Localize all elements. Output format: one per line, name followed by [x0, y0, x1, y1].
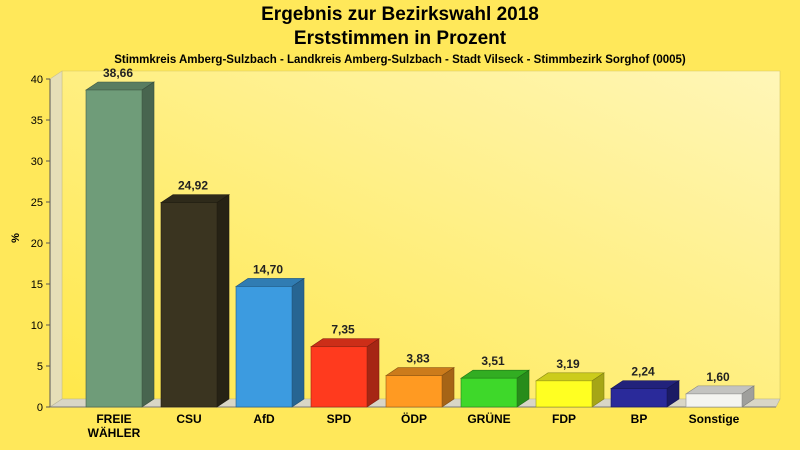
- bar-value-label: 24,92: [178, 179, 208, 193]
- bar-front: [460, 377, 518, 408]
- x-tick-label: Sonstige: [689, 412, 740, 426]
- bar-value-label: 3,51: [481, 354, 505, 368]
- x-tick-label: FREIE: [96, 412, 131, 426]
- bar-front: [535, 380, 593, 408]
- y-tick-label: 35: [31, 115, 43, 127]
- bar-front: [85, 89, 143, 408]
- bar-side: [216, 194, 230, 408]
- bar-side: [366, 338, 380, 408]
- bar-0: [85, 81, 155, 408]
- bar-value-label: 3,83: [406, 352, 430, 366]
- bar-1: [160, 194, 230, 408]
- bar-front: [235, 286, 293, 408]
- x-tick-label: WÄHLER: [88, 425, 141, 440]
- chart-caption: Stimmkreis Amberg-Sulzbach - Landkreis A…: [114, 54, 686, 66]
- bar-value-label: 7,35: [331, 323, 355, 337]
- bar-front: [310, 346, 368, 408]
- x-tick-label: ÖDP: [401, 411, 427, 426]
- y-tick-label: 10: [31, 320, 43, 332]
- bar-value-label: 3,19: [556, 357, 580, 371]
- bar-value-label: 14,70: [253, 262, 283, 276]
- bar-2: [235, 277, 305, 408]
- bar-5: [460, 369, 530, 408]
- y-tick-label: 30: [31, 156, 43, 168]
- bar-4: [385, 367, 455, 408]
- y-tick-label: 15: [31, 279, 43, 291]
- bar-side: [141, 81, 155, 408]
- chart-subtitle: Erststimmen in Prozent: [293, 28, 507, 49]
- bar-value-label: 1,60: [706, 370, 730, 384]
- x-tick-label: FDP: [552, 412, 576, 426]
- y-tick-label: 40: [31, 74, 43, 86]
- bar-front: [385, 375, 443, 408]
- x-tick-label: CSU: [176, 412, 201, 426]
- bar-front: [685, 393, 743, 408]
- bar-8: [685, 385, 755, 408]
- x-tick-label: AfD: [253, 412, 275, 426]
- bar-value-label: 2,24: [631, 365, 655, 379]
- bar-6: [535, 372, 605, 408]
- y-tick-label: 25: [31, 197, 43, 209]
- y-tick-label: 20: [31, 238, 43, 250]
- y-tick-label: 0: [37, 402, 43, 414]
- bar-side: [291, 277, 305, 408]
- x-tick-label: BP: [631, 412, 648, 426]
- bar-front: [610, 388, 668, 408]
- bar-value-label: 38,66: [103, 66, 133, 80]
- x-tick-label: SPD: [327, 412, 352, 426]
- bar-front: [160, 202, 218, 408]
- x-tick-label: GRÜNE: [467, 411, 510, 426]
- bar-7: [610, 380, 680, 408]
- y-tick-label: 5: [37, 361, 43, 373]
- chart-title: Ergebnis zur Bezirkswahl 2018: [261, 4, 539, 25]
- bar-3: [310, 338, 380, 408]
- plot-left-wall: [49, 70, 63, 408]
